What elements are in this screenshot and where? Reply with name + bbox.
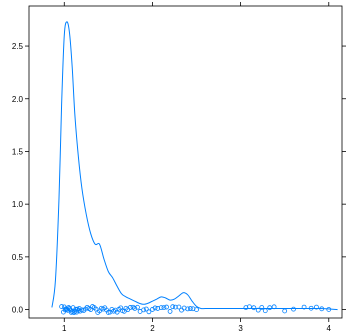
rug-point — [105, 310, 111, 315]
rug-point — [167, 309, 173, 314]
rug-point — [247, 304, 252, 310]
rug-point — [179, 307, 184, 313]
rug-point — [282, 308, 288, 314]
rug-point — [259, 305, 265, 310]
rug-point — [150, 307, 155, 312]
rug-point — [172, 304, 178, 310]
rug-point — [271, 304, 277, 310]
y-tick-label: 1.5 — [12, 147, 24, 156]
y-tick-label: 0.0 — [12, 306, 24, 315]
rug-point — [314, 304, 319, 310]
rug-point — [251, 305, 257, 311]
rug-point — [141, 307, 147, 313]
rug-point — [301, 304, 307, 310]
y-tick-label: 2.0 — [12, 95, 24, 104]
y-axis: 0.0 0.5 1.0 1.5 2.0 2.5 — [12, 42, 346, 315]
plot-panel — [28, 5, 343, 319]
rug-point — [146, 309, 152, 315]
rug-point — [132, 305, 138, 311]
rug-point — [187, 306, 193, 311]
x-tick-label: 4 — [327, 324, 332, 333]
rug-point — [161, 305, 167, 310]
x-tick-label: 2 — [150, 324, 155, 333]
rug-point — [170, 304, 176, 310]
x-axis: 1 2 3 4 — [62, 2, 332, 333]
rug-point — [267, 305, 273, 311]
y-tick-label: 2.5 — [12, 42, 24, 51]
y-tick-label: 0.5 — [12, 253, 24, 262]
rug-point — [185, 306, 191, 312]
density-curve — [51, 21, 338, 311]
rug-point — [291, 306, 296, 312]
x-tick-label: 3 — [238, 324, 243, 333]
rug-point — [308, 305, 314, 311]
rug-point — [164, 304, 169, 310]
rug-point — [127, 305, 133, 310]
rug-points — [59, 304, 332, 315]
x-tick-label: 1 — [62, 324, 67, 333]
y-tick-label: 1.0 — [12, 200, 24, 209]
rug-point — [319, 306, 325, 312]
rug-point — [326, 307, 332, 312]
rug-point — [59, 304, 65, 309]
rug-point — [194, 307, 199, 313]
rug-point — [143, 306, 149, 312]
rug-point — [262, 308, 268, 314]
rug-point — [176, 304, 182, 310]
rug-point — [158, 305, 164, 311]
rug-point — [152, 305, 158, 311]
rug-point — [255, 307, 261, 313]
rug-point — [135, 304, 140, 310]
rug-point — [76, 306, 82, 311]
